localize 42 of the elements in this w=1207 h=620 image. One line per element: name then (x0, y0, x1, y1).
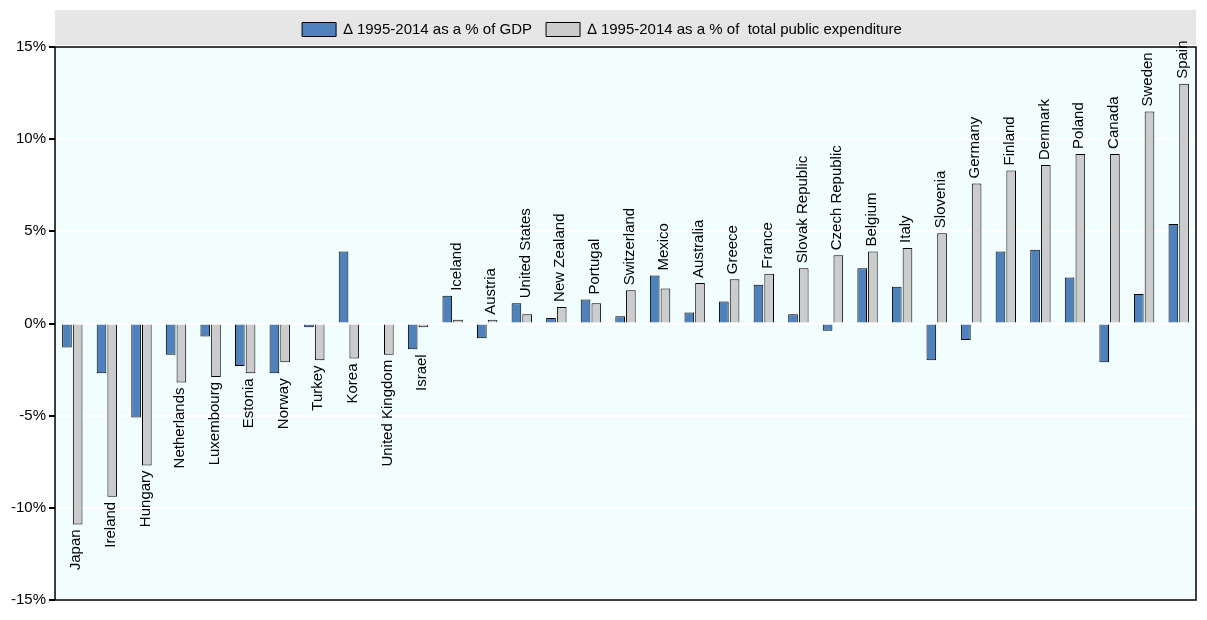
x-tick-label: Hungary (135, 469, 153, 528)
legend-label: ∆ 1995-2014 as a % of total public expenditure (587, 19, 902, 37)
x-tick-label: Greece (723, 225, 741, 275)
x-tick-label: Germany (965, 116, 983, 179)
x-tick-label: Australia (688, 218, 706, 278)
x-tick-label: United States (515, 208, 533, 299)
x-tick-label: Austria (481, 267, 499, 315)
x-tick-label: United Kingdom (377, 359, 395, 467)
y-tick-label: 10% (15, 129, 47, 147)
x-tick-label: Ireland (101, 501, 119, 548)
x-tick-label: Mexico (654, 223, 672, 271)
x-tick-label: Netherlands (170, 387, 188, 469)
x-tick-label: Iceland (446, 242, 464, 291)
x-tick-label: Poland (1069, 102, 1087, 149)
x-tick-label: Luxembourg (204, 381, 222, 466)
x-tick-label: Canada (1103, 95, 1121, 149)
x-tick-label: France (757, 222, 775, 269)
x-tick-label: Czech Republic (827, 144, 845, 251)
x-tick-label: Slovak Republic (792, 155, 810, 264)
x-tick-label: Norway (273, 377, 291, 430)
x-tick-label: Switzerland (619, 207, 637, 286)
y-tick-label: 0% (24, 313, 47, 331)
x-tick-label: Finland (999, 116, 1017, 166)
x-tick-label: Spain (1172, 40, 1190, 79)
x-tick-label: Denmark (1034, 98, 1052, 160)
x-tick-label: Israel (412, 354, 430, 391)
x-tick-label: Slovenia (930, 169, 948, 229)
y-tick-label: 5% (24, 221, 47, 239)
x-tick-label: Korea (343, 362, 361, 404)
y-tick-label: 15% (15, 37, 47, 55)
y-tick-label: -15% (10, 590, 47, 608)
x-tick-label: Japan (66, 529, 84, 571)
x-tick-label: Belgium (861, 192, 879, 247)
y-tick-label: -5% (19, 405, 47, 423)
x-tick-label: Estonia (239, 377, 257, 429)
legend-label: ∆ 1995-2014 as a % of GDP (343, 19, 533, 37)
x-tick-label: Italy (896, 214, 914, 243)
x-tick-label: New Zealand (550, 213, 568, 302)
x-tick-label: Portugal (585, 238, 603, 295)
x-tick-label: Turkey (308, 364, 326, 411)
x-tick-label: Sweden (1138, 52, 1156, 107)
y-tick-label: -10% (10, 497, 47, 515)
